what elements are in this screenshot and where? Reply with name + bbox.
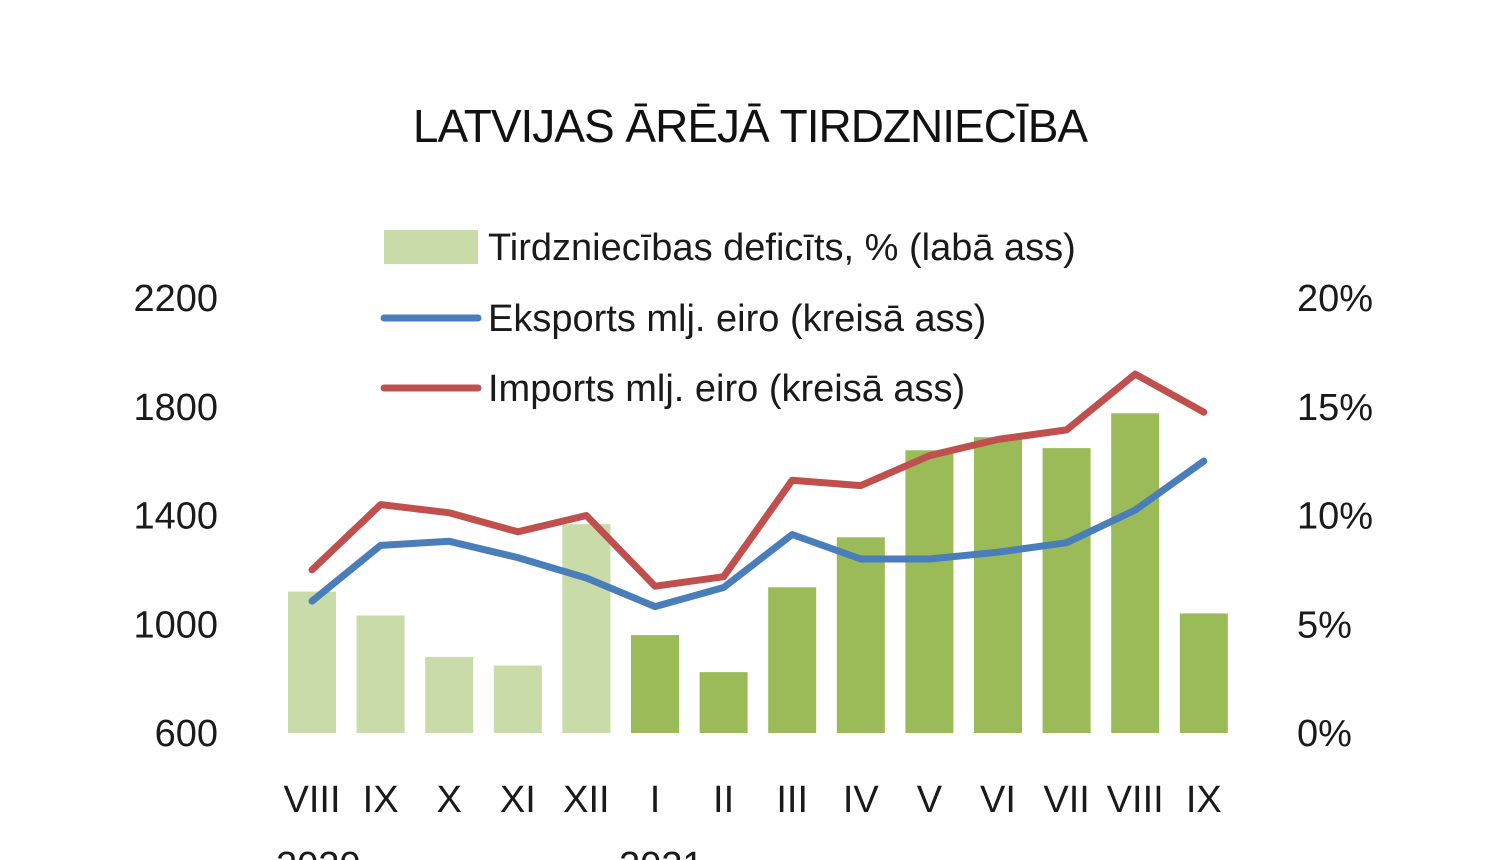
left-tick-3: 1000 xyxy=(133,604,218,646)
legend: Tirdzniecības deficīts, % (labā ass) Eksp… xyxy=(380,227,1076,410)
deficit-bar-13 xyxy=(1179,613,1228,733)
left-tick-1: 1800 xyxy=(133,387,218,429)
left-tick-0: 2200 xyxy=(133,278,218,320)
deficit-bar-11 xyxy=(1042,448,1091,733)
legend-swatch-deficit xyxy=(384,230,478,264)
deficit-bar-1 xyxy=(356,615,405,733)
right-tick-1: 15% xyxy=(1297,387,1373,429)
left-tick-2: 1400 xyxy=(133,496,218,538)
deficit-bar-8 xyxy=(836,537,885,734)
x-axis: VIII IX X XI XII I II III IV V VI VII VIII IX xyxy=(283,779,1221,821)
left-axis: 2200 1800 1400 1000 600 xyxy=(133,278,218,755)
x-tick-1: IX xyxy=(363,779,399,821)
deficit-bar-7 xyxy=(768,587,817,733)
x-tick-7: III xyxy=(776,779,808,821)
x-tick-8: IV xyxy=(843,779,880,821)
x-tick-12: VIII xyxy=(1107,779,1164,821)
x-tick-11: VII xyxy=(1043,779,1089,821)
deficit-bar-6 xyxy=(699,672,748,733)
deficit-bar-0 xyxy=(288,591,336,733)
right-tick-4: 0% xyxy=(1297,713,1352,755)
legend-label-0: Tirdzniecības deficīts, % (labā ass) xyxy=(488,227,1076,269)
deficit-bar-5 xyxy=(631,635,679,733)
x-tick-13: IX xyxy=(1186,779,1222,821)
year-label-1: 2021 xyxy=(619,845,704,860)
right-tick-2: 10% xyxy=(1297,496,1373,538)
legend-label-2: Imports mlj. eiro (kreisā ass) xyxy=(488,368,965,410)
deficit-bar-3 xyxy=(493,665,542,733)
chart-title: LATVIJAS ĀRĒJĀ TIRDZNIECĪBA xyxy=(413,100,1089,152)
year-label-0: 2020 xyxy=(276,845,361,860)
right-tick-3: 5% xyxy=(1297,604,1352,646)
deficit-bar-9 xyxy=(905,450,954,734)
deficit-bar-2 xyxy=(425,656,474,733)
x-tick-5: I xyxy=(650,779,661,821)
x-tick-2: X xyxy=(437,779,462,821)
year-labels: 2020 2021 xyxy=(276,845,704,860)
right-axis: 20% 15% 10% 5% 0% xyxy=(1297,278,1373,755)
deficit-bar-4 xyxy=(562,524,611,733)
x-tick-0: VIII xyxy=(283,779,340,821)
deficit-bar-12 xyxy=(1111,413,1160,733)
left-tick-4: 600 xyxy=(155,713,218,755)
deficit-bar-10 xyxy=(974,437,1022,733)
x-tick-4: XII xyxy=(563,779,609,821)
x-tick-9: V xyxy=(917,779,943,821)
import-line xyxy=(308,370,1208,590)
right-tick-0: 20% xyxy=(1297,278,1373,320)
export-line xyxy=(308,457,1208,611)
x-tick-10: VI xyxy=(980,779,1016,821)
x-tick-6: II xyxy=(713,779,734,821)
lines-layer xyxy=(308,370,1208,611)
x-tick-3: XI xyxy=(500,779,536,821)
bars-layer xyxy=(288,413,1228,734)
legend-label-1: Eksports mlj. eiro (kreisā ass) xyxy=(488,298,986,340)
